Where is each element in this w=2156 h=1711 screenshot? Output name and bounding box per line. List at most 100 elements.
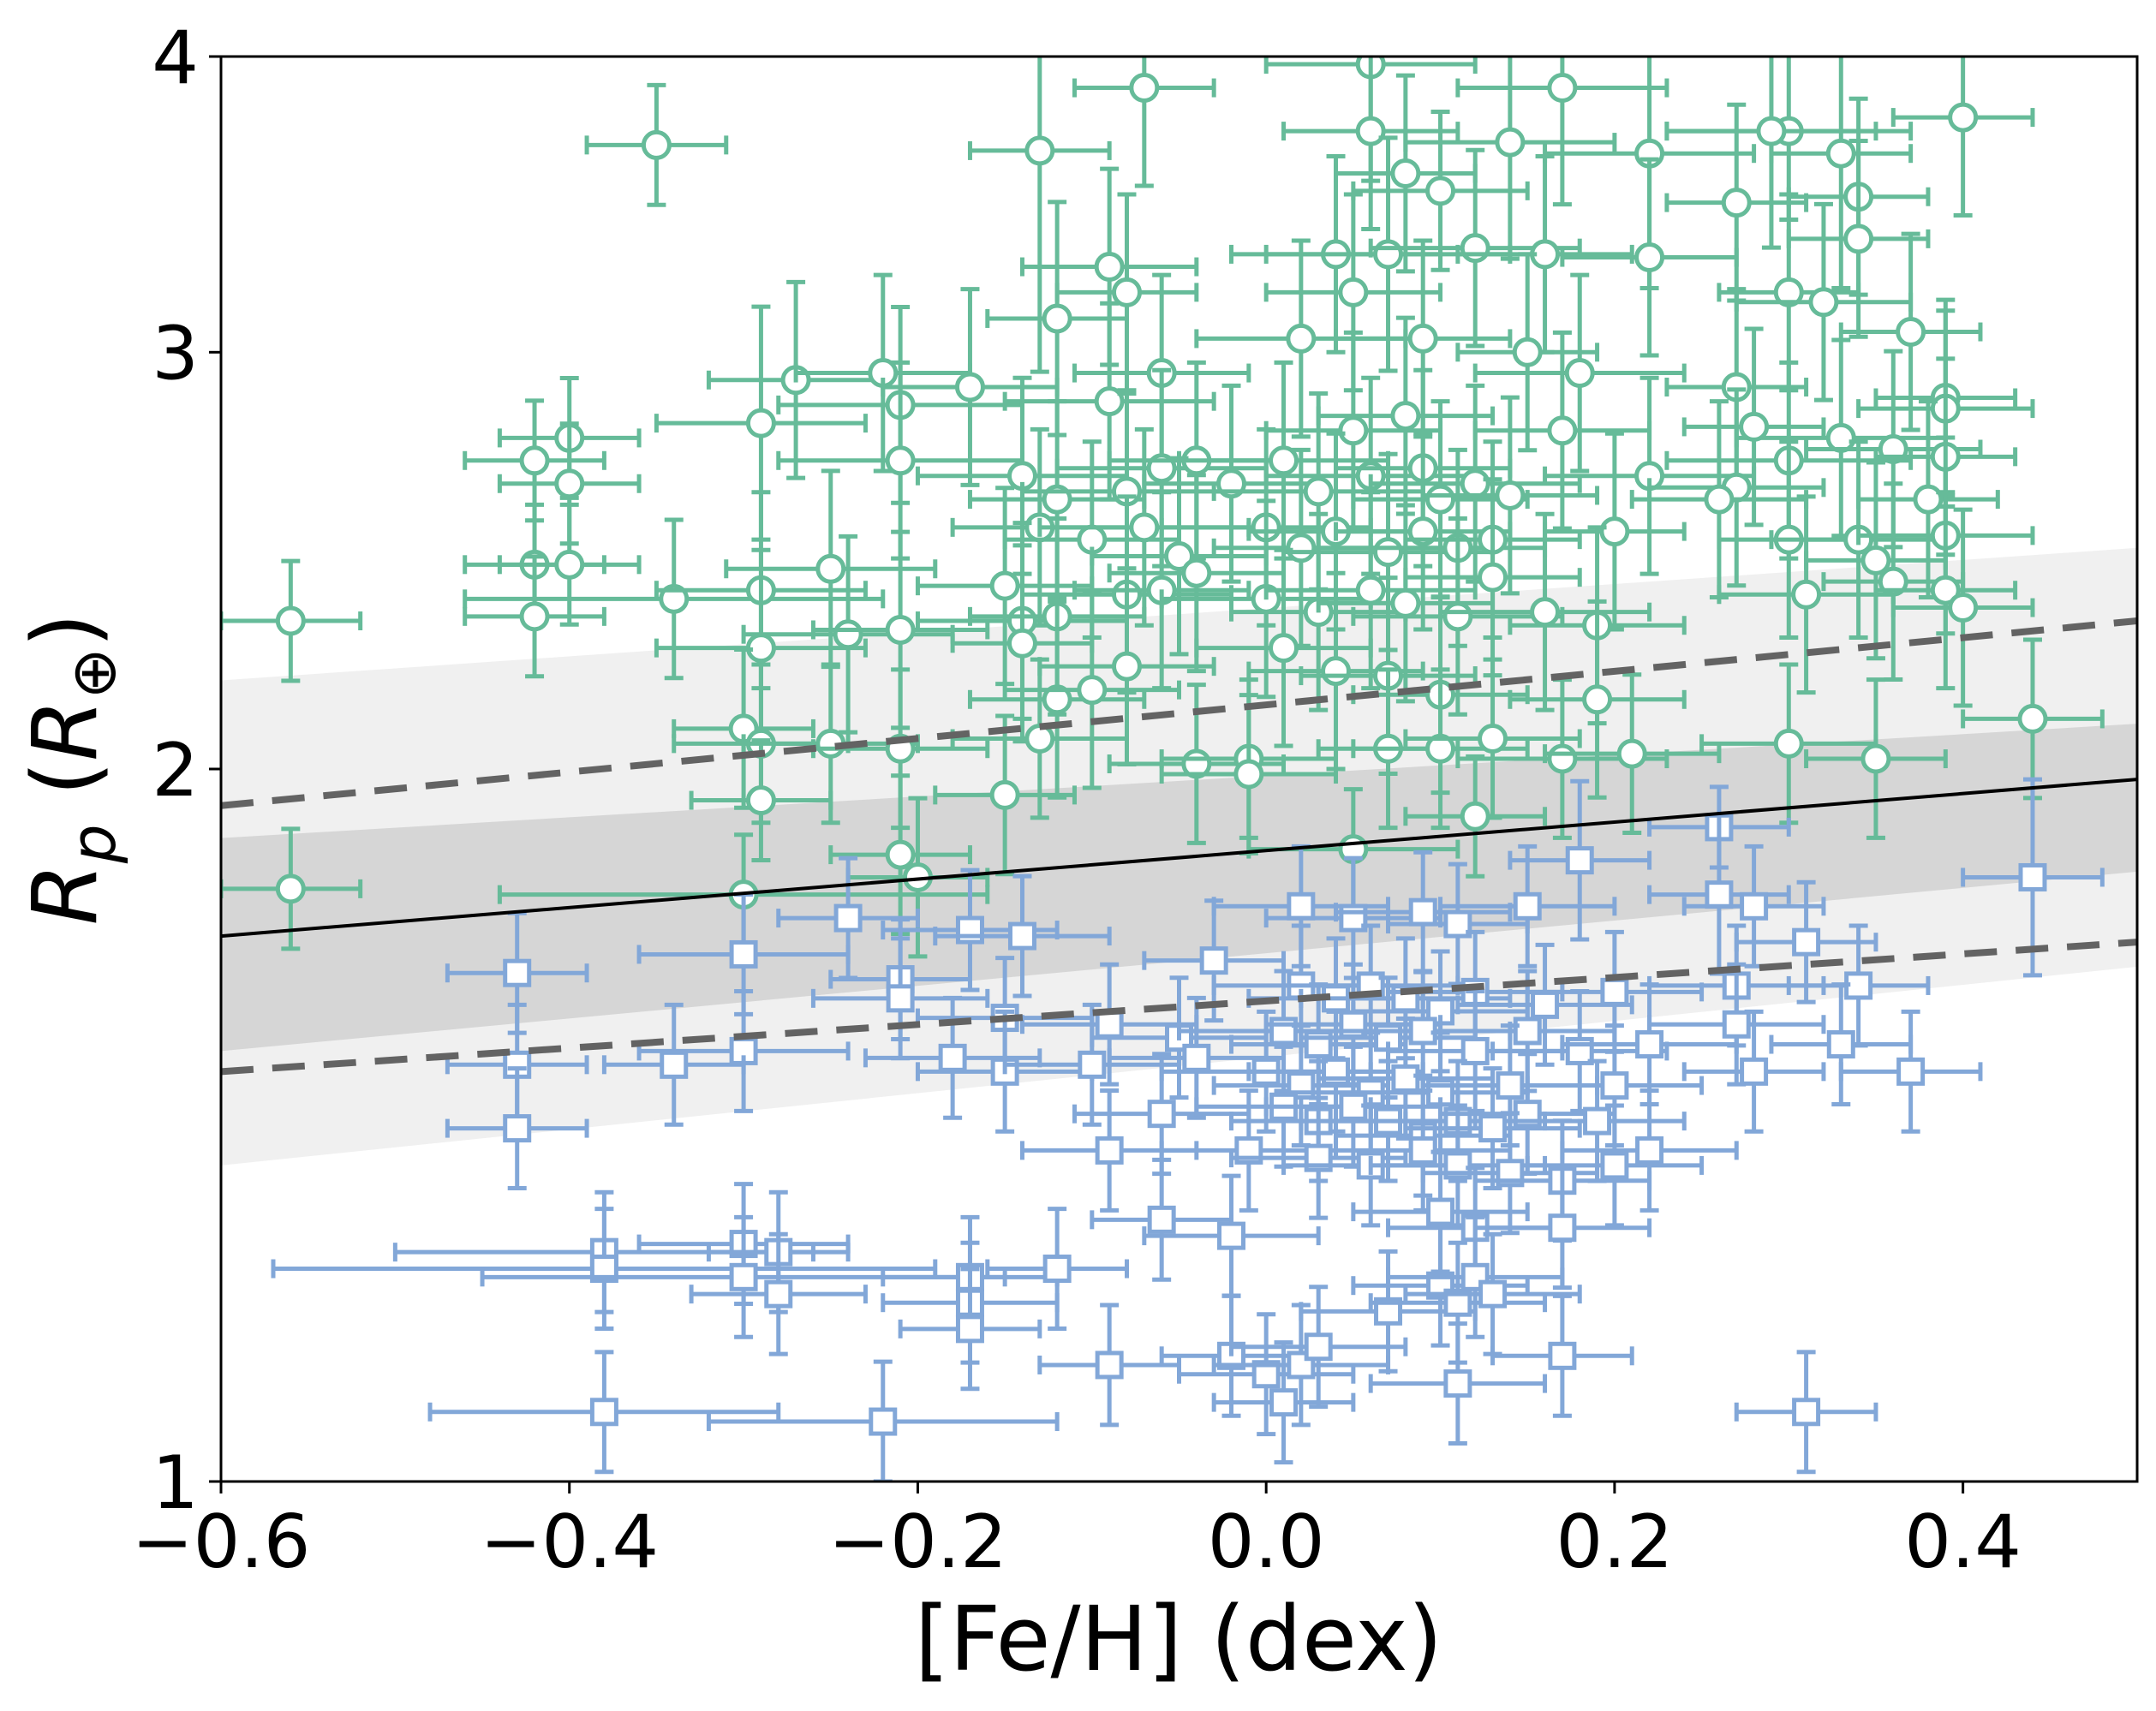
point-marker <box>1478 562 1508 593</box>
point-marker <box>1600 977 1629 1006</box>
y-label-unit: R <box>13 700 117 761</box>
point-marker <box>1913 484 1944 515</box>
point-marker <box>1024 724 1055 754</box>
data-point-above <box>584 82 729 207</box>
dashed-line-lower <box>221 939 2137 1076</box>
point-marker <box>1600 1151 1629 1180</box>
point-marker <box>1792 927 1821 957</box>
point-marker <box>1234 1136 1263 1165</box>
data-point-below <box>1734 879 1878 1005</box>
point-marker <box>1582 684 1613 715</box>
point-marker <box>1478 724 1508 754</box>
dashed-line-upper <box>221 617 2137 809</box>
point-marker <box>1792 1398 1821 1427</box>
point-marker <box>1442 601 1473 632</box>
point-marker <box>1303 476 1334 507</box>
point-marker <box>503 1114 532 1143</box>
data-point-above <box>1508 599 1687 800</box>
data-point-below <box>445 1066 589 1191</box>
y-label-unit-sub: ⊕ <box>57 647 129 699</box>
point-marker <box>1722 1010 1751 1039</box>
point-marker <box>1443 1369 1472 1398</box>
data-point-below <box>1386 1214 1565 1339</box>
data-point-below <box>1090 1157 1234 1282</box>
point-marker <box>1199 946 1228 975</box>
point-marker <box>1756 116 1787 146</box>
data-point-below <box>706 1359 1060 1481</box>
data-point-above <box>1543 375 1757 576</box>
data-point-above <box>1890 507 2035 708</box>
point-marker <box>1217 1221 1246 1250</box>
point-marker <box>519 445 550 476</box>
data-point-below <box>1368 1321 1548 1446</box>
point-marker <box>1042 1255 1072 1284</box>
data-point-above <box>1455 154 1634 355</box>
point-marker <box>2018 862 2047 891</box>
point-marker <box>660 1050 689 1079</box>
data-point-below <box>1525 1103 1705 1228</box>
x-tick-label: −0.6 <box>132 1499 311 1585</box>
point-marker <box>1478 1279 1508 1309</box>
point-marker <box>989 779 1020 810</box>
point-marker <box>1408 897 1437 927</box>
point-marker <box>1078 1050 1107 1079</box>
y-label-open: ( <box>13 761 117 825</box>
point-marker <box>589 1398 618 1427</box>
data-point-above <box>1403 57 1617 261</box>
point-marker <box>989 570 1020 601</box>
point-marker <box>1321 656 1352 687</box>
point-marker <box>1721 188 1752 218</box>
data-point-below <box>1490 1293 1634 1418</box>
point-marker <box>1181 557 1212 588</box>
data-point-above <box>1890 57 2035 218</box>
point-marker <box>1547 415 1578 446</box>
y-label-close: ) <box>13 613 117 648</box>
data-point-above <box>1543 431 1687 632</box>
y-tick-label: 4 <box>152 15 199 101</box>
point-marker <box>503 958 532 987</box>
point-marker <box>1095 1136 1124 1165</box>
point-marker <box>1373 537 1404 568</box>
data-point-below <box>1177 1312 1356 1437</box>
point-marker <box>1826 1030 1855 1059</box>
point-marker <box>1425 733 1456 764</box>
data-point-above <box>1194 547 1373 748</box>
data-point-below <box>1211 1303 1391 1428</box>
data-point-below <box>689 1231 868 1356</box>
point-marker <box>729 1262 758 1291</box>
point-marker <box>1390 587 1421 618</box>
point-marker <box>1512 337 1543 367</box>
data-point-above <box>221 558 363 683</box>
point-marker <box>1390 401 1421 432</box>
point-marker <box>1616 738 1647 769</box>
data-point-above <box>1037 566 1216 767</box>
x-tick-label: 0.2 <box>1556 1499 1674 1585</box>
y-axis-ticks: 1 2 3 4 <box>152 15 221 1526</box>
data-point-below <box>1438 969 1617 1094</box>
data-point-below <box>898 1267 1042 1392</box>
fit-lines <box>221 617 2137 1076</box>
point-marker <box>554 468 585 499</box>
point-marker <box>1530 597 1561 628</box>
data-point-above <box>1664 57 1878 250</box>
data-point-above <box>1629 399 1809 599</box>
point-marker <box>1095 1010 1124 1039</box>
point-marker <box>1740 1057 1769 1086</box>
data-point-above <box>1717 192 1861 393</box>
data-point-above <box>1090 456 1269 657</box>
point-marker <box>1147 1205 1176 1234</box>
data-point-above <box>1159 693 1339 856</box>
point-marker <box>1548 1341 1577 1370</box>
point-marker <box>1948 102 1979 133</box>
point-marker <box>1704 484 1735 515</box>
point-marker <box>1164 541 1194 572</box>
point-marker <box>1269 1388 1299 1417</box>
point-marker <box>1860 545 1891 575</box>
point-marker <box>955 915 984 945</box>
point-marker <box>833 903 863 933</box>
point-marker <box>1634 242 1665 273</box>
data-point-above <box>793 272 972 474</box>
point-marker <box>1094 252 1125 283</box>
data-point-above <box>689 738 833 863</box>
data-point-above <box>915 486 1095 687</box>
